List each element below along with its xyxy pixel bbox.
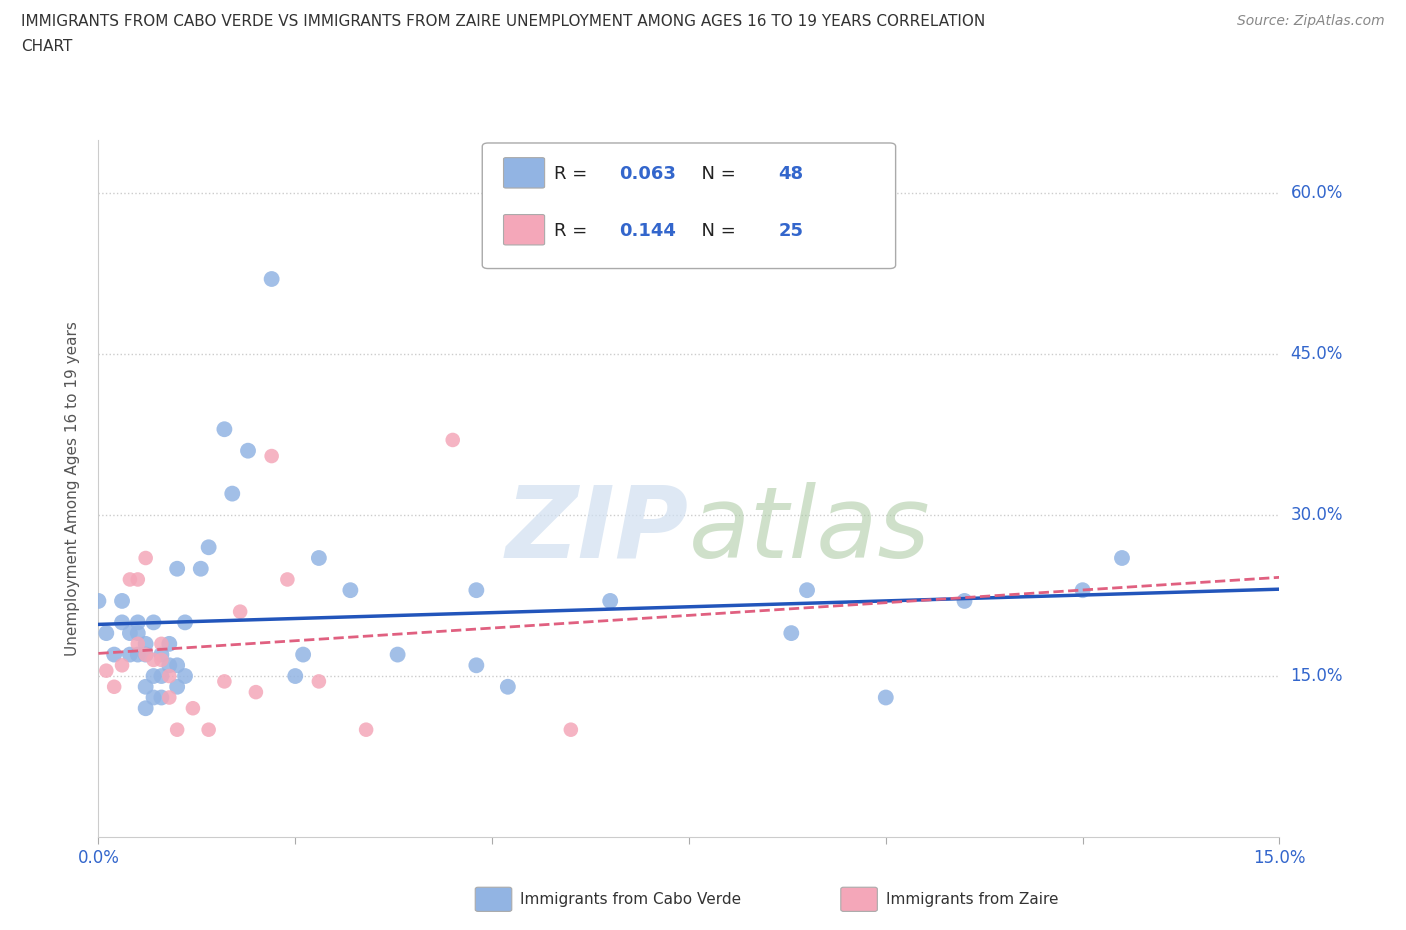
Point	[118, 572, 141, 587]
Point	[1111, 551, 1133, 565]
Point	[135, 679, 157, 694]
Point	[135, 636, 157, 651]
Point	[229, 604, 252, 619]
Point	[780, 626, 803, 641]
Point	[111, 615, 134, 630]
Point	[465, 658, 488, 672]
Point	[214, 422, 236, 437]
Text: Immigrants from Zaire: Immigrants from Zaire	[886, 892, 1059, 907]
Point	[245, 684, 267, 699]
Point	[118, 626, 141, 641]
Point	[150, 669, 173, 684]
Text: ZIP: ZIP	[506, 482, 689, 578]
Point	[96, 663, 118, 678]
Point	[157, 636, 180, 651]
Point	[135, 647, 157, 662]
Point	[157, 658, 180, 672]
Point	[197, 539, 219, 554]
FancyBboxPatch shape	[503, 158, 544, 188]
Point	[135, 701, 157, 716]
Point	[166, 679, 188, 694]
Text: 30.0%: 30.0%	[1291, 506, 1343, 525]
Point	[150, 636, 173, 651]
Text: N =: N =	[690, 166, 741, 183]
Point	[308, 551, 330, 565]
FancyBboxPatch shape	[482, 143, 896, 269]
Point	[135, 647, 157, 662]
Point	[127, 636, 149, 651]
Point	[496, 679, 519, 694]
Point	[465, 583, 488, 598]
Point	[150, 690, 173, 705]
Point	[221, 486, 243, 501]
FancyBboxPatch shape	[503, 215, 544, 245]
Point	[387, 647, 409, 662]
Point	[260, 272, 283, 286]
Point	[174, 669, 197, 684]
Y-axis label: Unemployment Among Ages 16 to 19 years: Unemployment Among Ages 16 to 19 years	[65, 321, 80, 656]
Text: Source: ZipAtlas.com: Source: ZipAtlas.com	[1237, 14, 1385, 28]
Point	[96, 626, 118, 641]
Point	[214, 674, 236, 689]
Point	[339, 583, 361, 598]
Point	[111, 593, 134, 608]
Point	[284, 669, 307, 684]
Point	[441, 432, 464, 447]
Text: 25: 25	[779, 222, 803, 240]
Point	[118, 647, 141, 662]
Point	[142, 653, 165, 668]
Point	[142, 690, 165, 705]
Text: IMMIGRANTS FROM CABO VERDE VS IMMIGRANTS FROM ZAIRE UNEMPLOYMENT AMONG AGES 16 T: IMMIGRANTS FROM CABO VERDE VS IMMIGRANTS…	[21, 14, 986, 29]
Text: 45.0%: 45.0%	[1291, 345, 1343, 363]
Point	[875, 690, 897, 705]
Point	[166, 562, 188, 577]
Point	[197, 723, 219, 737]
Point	[354, 723, 377, 737]
Text: 60.0%: 60.0%	[1291, 184, 1343, 202]
Point	[276, 572, 298, 587]
Point	[181, 701, 204, 716]
Point	[103, 679, 125, 694]
Point	[796, 583, 818, 598]
Point	[142, 615, 165, 630]
Point	[599, 593, 621, 608]
Point	[292, 647, 315, 662]
Point	[157, 669, 180, 684]
Point	[190, 562, 212, 577]
Point	[111, 658, 134, 672]
Point	[87, 593, 110, 608]
Point	[174, 615, 197, 630]
Text: R =: R =	[554, 166, 593, 183]
Text: atlas: atlas	[689, 482, 931, 578]
Point	[1071, 583, 1094, 598]
Text: 0.063: 0.063	[619, 166, 676, 183]
Point	[127, 572, 149, 587]
Text: CHART: CHART	[21, 39, 73, 54]
Point	[127, 626, 149, 641]
Point	[127, 615, 149, 630]
Text: R =: R =	[554, 222, 593, 240]
Text: 0.144: 0.144	[619, 222, 676, 240]
Text: Immigrants from Cabo Verde: Immigrants from Cabo Verde	[520, 892, 741, 907]
Point	[135, 551, 157, 565]
Text: N =: N =	[690, 222, 741, 240]
Point	[236, 444, 259, 458]
Point	[150, 653, 173, 668]
Point	[150, 647, 173, 662]
Point	[560, 723, 582, 737]
Point	[953, 593, 976, 608]
Point	[260, 448, 283, 463]
Point	[166, 723, 188, 737]
Point	[142, 669, 165, 684]
Point	[103, 647, 125, 662]
Point	[166, 658, 188, 672]
Text: 15.0%: 15.0%	[1291, 667, 1343, 685]
Text: 48: 48	[779, 166, 804, 183]
Point	[157, 690, 180, 705]
Point	[127, 647, 149, 662]
Point	[308, 674, 330, 689]
